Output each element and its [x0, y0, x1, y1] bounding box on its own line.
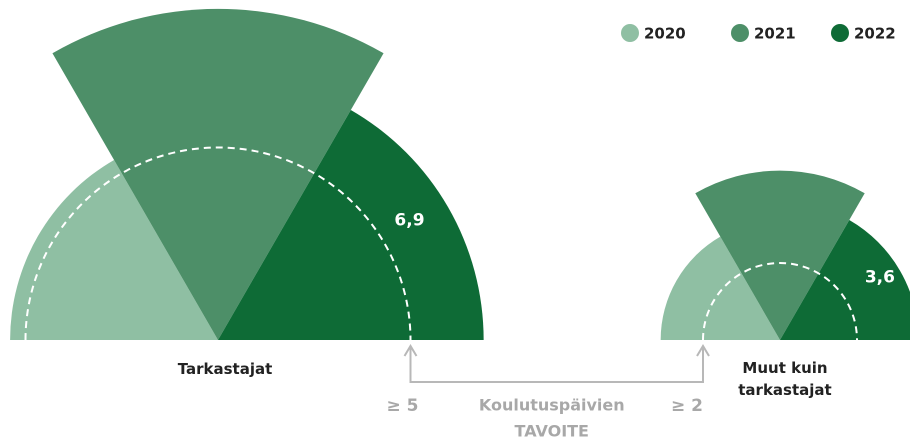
sector — [52, 8, 384, 341]
legend-swatch — [831, 24, 849, 42]
sector — [695, 170, 865, 340]
legend-swatch — [621, 24, 639, 42]
legend-swatch — [731, 24, 749, 42]
value-label: 3,6 — [865, 268, 895, 288]
legend-label: 2021 — [754, 25, 796, 43]
target-title: Koulutuspäivien — [479, 396, 625, 415]
category-label: Tarkastajat — [177, 360, 273, 378]
sector — [218, 109, 484, 340]
value-label: 6,9 — [394, 210, 424, 230]
target-arc — [702, 262, 858, 341]
target-title: TAVOITE — [515, 422, 589, 439]
legend-label: 2020 — [644, 25, 686, 43]
category-label: Muut kuin tarkastajat — [738, 359, 832, 399]
legend-label: 2022 — [854, 25, 896, 43]
target-label: ≥ 5 — [387, 396, 419, 416]
target-connector — [403, 344, 710, 383]
sector — [780, 219, 910, 340]
sector — [660, 236, 780, 340]
sector — [10, 159, 218, 340]
target-arc — [24, 146, 412, 341]
target-label: ≥ 2 — [671, 396, 703, 416]
